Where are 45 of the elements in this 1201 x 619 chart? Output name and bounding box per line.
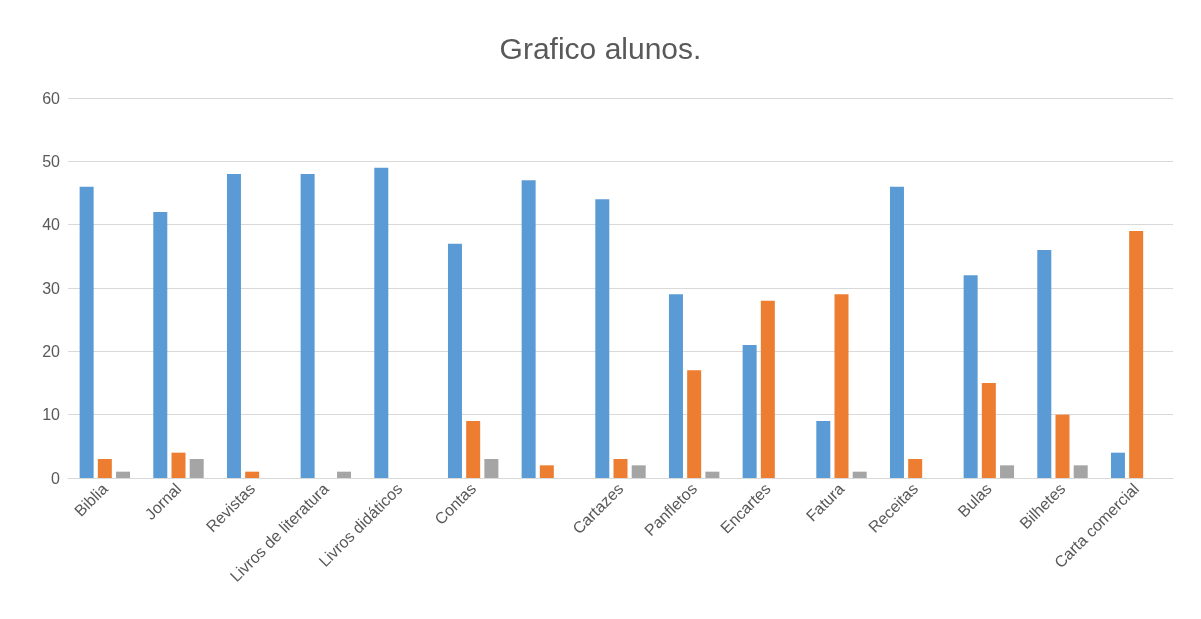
bar (963, 275, 978, 478)
bar (705, 471, 720, 478)
bar (116, 471, 131, 478)
bar (1000, 465, 1015, 478)
bar (889, 186, 904, 478)
y-tick-label: 10 (42, 406, 61, 424)
bar (742, 345, 757, 478)
bar (613, 459, 628, 478)
bar (226, 174, 241, 478)
bar (981, 383, 996, 478)
bar (760, 300, 775, 478)
bar (668, 294, 683, 478)
bar (852, 471, 867, 478)
bar (1129, 231, 1144, 478)
y-tick-label: 0 (51, 469, 61, 487)
bar (521, 180, 536, 478)
bar (539, 465, 554, 478)
y-tick-label: 20 (42, 342, 61, 360)
bar (631, 465, 646, 478)
bar (834, 294, 849, 478)
bar (189, 459, 204, 478)
bar (300, 174, 315, 478)
bar (245, 471, 260, 478)
bar (1055, 414, 1070, 478)
bar (337, 471, 352, 478)
y-tick-label: 40 (42, 216, 61, 234)
bar (466, 421, 481, 478)
bar (447, 243, 462, 478)
bar (816, 421, 831, 478)
bar (97, 459, 112, 478)
y-tick-label: 30 (42, 279, 61, 297)
bar (1073, 465, 1088, 478)
chart-title: Grafico alunos. (499, 31, 702, 65)
bar (595, 199, 610, 478)
bar (374, 167, 389, 478)
bar (484, 459, 499, 478)
bar (171, 452, 186, 478)
bar (79, 186, 94, 478)
y-tick-label: 50 (42, 152, 61, 170)
bar (687, 370, 702, 478)
bar (1037, 250, 1052, 478)
bar (153, 212, 168, 478)
bar (1110, 452, 1125, 478)
bar (908, 459, 923, 478)
y-tick-label: 60 (42, 89, 61, 107)
